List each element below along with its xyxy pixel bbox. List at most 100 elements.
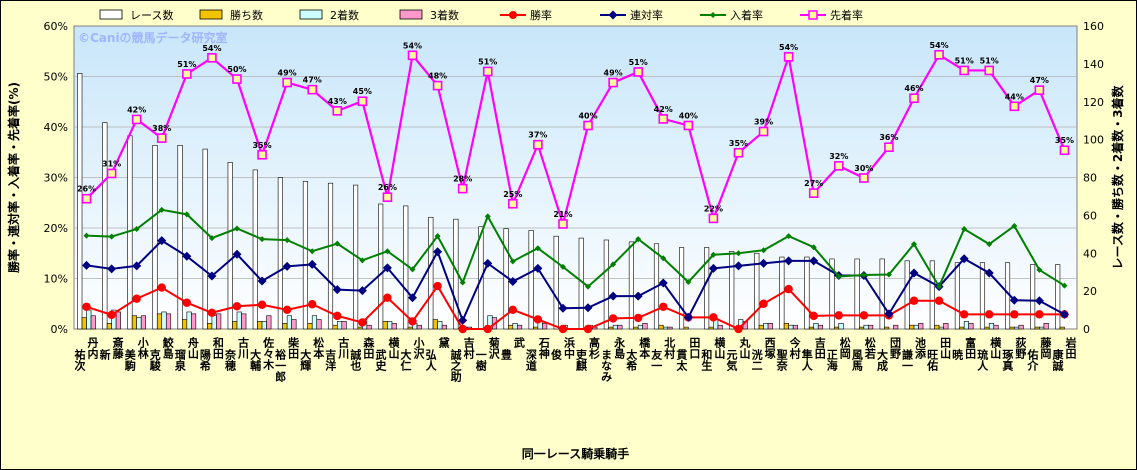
y-right-axis-title: レース数・勝ち数・2着数・3着数 [1110,84,1125,269]
x-tick-label-6: 和田 [211,336,224,360]
x-tick-label-given-13: 武史 [374,348,387,372]
bar-3-9 [286,315,292,330]
x-tick-label-given-39: 佑介 [1026,348,1040,371]
point-win-30 [809,311,818,321]
bar-1-28 [754,252,760,330]
x-tick-label-given-18: 豊 [499,348,512,360]
bar-3-11 [336,321,343,330]
x-tick-label-34: 池添 [914,336,927,360]
data-label-33: 36% [879,133,898,142]
data-label-8: 35% [252,141,271,150]
x-tick-label-given-14: 大仁 [399,348,412,372]
data-label-36: 51% [955,56,974,65]
data-label-3: 42% [127,105,146,114]
point-senchaku-13 [382,192,393,202]
point-win-24 [659,302,668,311]
bar-2-35 [934,324,940,330]
bar-1-22 [603,239,609,330]
bar-4-18 [517,324,523,330]
bar-1-31 [829,258,835,330]
data-label-37: 51% [980,56,999,65]
point-nyuchaku-13 [384,248,391,255]
point-win-7 [232,302,242,311]
bar-2-19 [533,326,539,330]
legend-label-2: 勝ち数 [230,8,263,22]
point-rentai-40 [1059,309,1069,319]
bar-1-40 [1055,264,1061,330]
y-left-tick-label: 50% [44,71,68,84]
bar-3-7 [236,311,242,330]
x-tick-label-21: 高杉 [588,336,601,360]
point-win-6 [207,308,217,318]
legend-label-6: 連対率 [630,8,663,22]
x-tick-label-given-31: 正海 [825,349,838,372]
legend-marker-7 [710,12,716,18]
point-rentai-28 [759,258,769,268]
point-rentai-12 [357,286,367,296]
bar-2-7 [232,321,238,330]
x-tick-label-given-9: 裕一郎 [274,348,288,383]
x-axis-title: 同一レース騎乗騎手 [522,446,629,461]
point-nyuchaku-2 [108,233,115,240]
point-nyuchaku-25 [685,279,692,286]
bar-2-30 [808,326,815,330]
bar-2-9 [282,323,288,330]
point-win-15 [433,281,442,291]
data-label-35: 54% [930,41,949,50]
point-win-5 [182,298,192,307]
bar-1-9 [277,177,283,330]
x-tick-label-given-4: 克駿 [148,348,161,372]
x-tick-label-given-35: 旺佑 [926,349,940,372]
bar-1-25 [679,247,685,330]
point-nyuchaku-14 [409,266,416,273]
bar-2-4 [156,313,163,330]
point-win-8 [257,300,267,309]
point-nyuchaku-20 [559,263,566,270]
data-label-15: 48% [428,72,447,81]
x-tick-label-11: 古川 [337,336,351,359]
x-tick-label-20: 浜中 [562,336,575,360]
point-rentai-23 [633,291,643,301]
y-right-tick-label: 100 [1083,134,1104,147]
line-series-4 [85,52,1066,228]
point-senchaku-39 [1034,85,1045,95]
legend-label-5: 勝率 [530,8,552,22]
bar-2-23 [633,326,639,330]
x-tick-label-given-11: 吉洋 [324,348,337,372]
point-win-36 [959,310,969,319]
bar-2-24 [658,324,664,330]
bar-2-18 [507,324,514,330]
point-rentai-3 [132,261,142,271]
point-win-32 [859,311,869,320]
x-tick-label-39: 藤岡 [1039,336,1052,360]
point-win-28 [759,299,768,308]
point-rentai-26 [708,263,718,273]
x-tick-label-16: 吉村 [462,336,475,360]
bar-4-26 [717,324,723,330]
line-series-1 [86,284,1065,331]
point-nyuchaku-21 [585,283,592,290]
legend-swatch-2 [199,9,223,20]
point-rentai-29 [784,256,794,266]
point-senchaku-2 [106,168,117,179]
bar-2-14 [407,326,413,330]
point-rentai-25 [683,312,693,322]
point-rentai-39 [1034,296,1044,306]
bar-2-10 [307,323,313,330]
legend-swatch-3 [299,9,323,20]
point-win-12 [358,318,367,327]
bar-3-28 [763,323,769,330]
y-right-tick-label: 80 [1083,172,1097,185]
point-senchaku-33 [884,142,894,152]
data-label-25: 40% [679,111,698,120]
point-nyuchaku-30 [810,244,817,251]
bar-4-15 [441,324,447,330]
bar-4-8 [266,315,272,330]
point-senchaku-29 [783,52,794,62]
bar-3-5 [186,311,192,330]
point-win-26 [709,313,718,322]
bar-4-5 [191,313,197,330]
bar-2-13 [382,321,388,330]
point-senchaku-19 [533,139,543,150]
bar-1-8 [252,169,258,330]
